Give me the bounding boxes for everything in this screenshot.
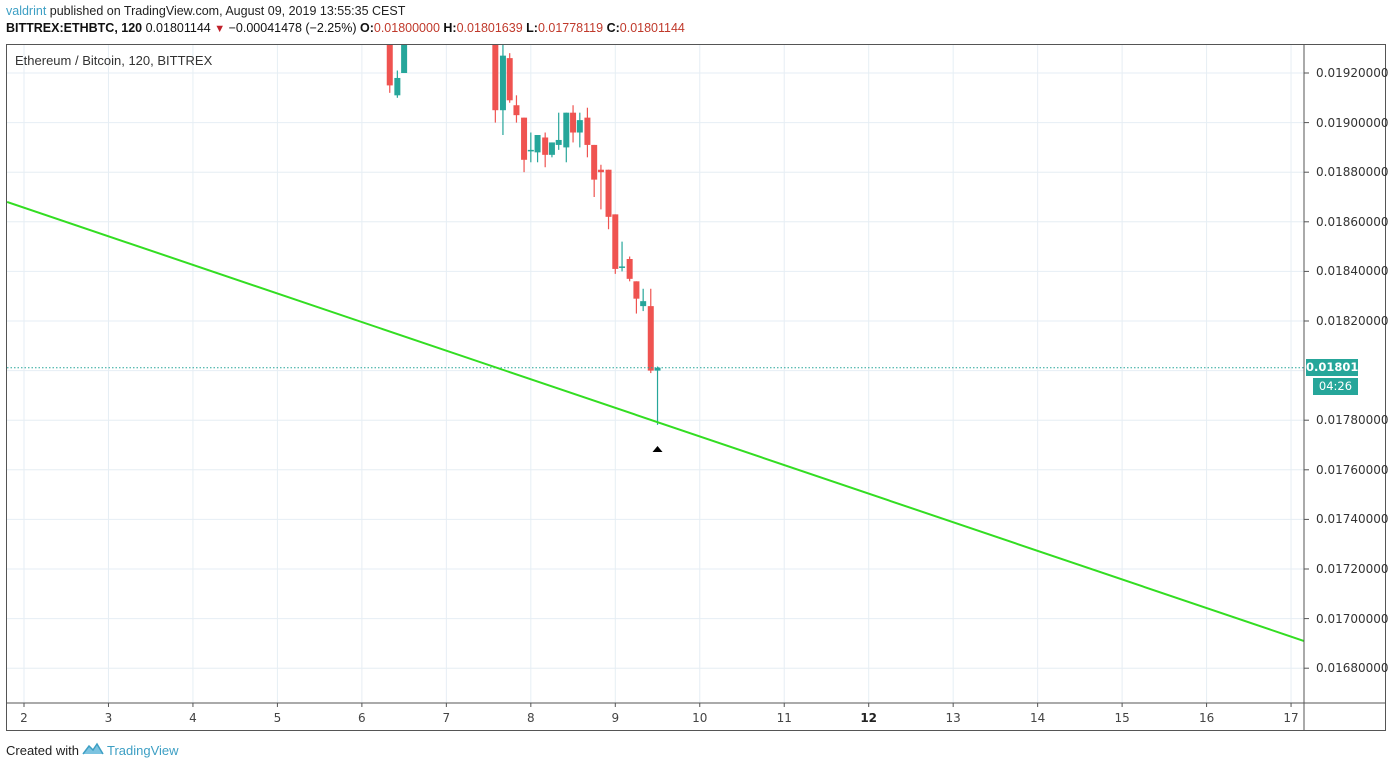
open-label: O: (359, 21, 374, 35)
candle-body (521, 117, 528, 160)
time-axis-label: 2 (20, 711, 28, 725)
publish-info: valdrint published on TradingView.com, A… (6, 4, 405, 18)
price-axis-label: 0.01760000 (1316, 462, 1389, 477)
candle-body (394, 77, 401, 96)
chart-frame[interactable] (6, 44, 1386, 731)
candle-body (591, 144, 598, 180)
price-axis-label: 0.01840000 (1316, 264, 1389, 279)
last-price: 0.01801144 (145, 21, 211, 35)
candle-body (597, 169, 604, 173)
candle-body (570, 112, 577, 133)
time-axis-label: 3 (104, 711, 113, 725)
last-price-tag: 0.01801144 (1306, 359, 1383, 376)
price-axis-label: 0.01680000 (1316, 661, 1389, 676)
time-axis-label: 11 (776, 711, 792, 725)
candle-body (499, 55, 506, 111)
low-value: 0.01778119 (537, 21, 604, 35)
footer: Created with TradingView (6, 742, 179, 758)
candle-body (605, 169, 612, 217)
price-axis-label: 0.01820000 (1316, 314, 1389, 328)
time-axis-label: 17 (1283, 711, 1299, 725)
candle-body (513, 105, 520, 116)
price-axis-label: 0.01720000 (1316, 562, 1389, 576)
time-axis-label: 4 (189, 711, 197, 725)
publish-text: published on TradingView.com, August 09,… (46, 4, 406, 18)
candle-body (576, 120, 583, 133)
symbol-label: BITTREX:ETHBTC, 120 (6, 21, 143, 35)
candle-body (401, 45, 408, 73)
time-axis-label: 13 (945, 711, 961, 725)
price-axis-label: 0.01860000 (1316, 214, 1389, 229)
created-with-text: Created with (6, 742, 79, 758)
candle-body (548, 142, 555, 155)
time-axis-label: 16 (1198, 711, 1215, 725)
time-axis-label: 9 (611, 711, 620, 725)
price-axis-label: 0.01780000 (1316, 413, 1389, 428)
time-axis-label: 6 (358, 711, 366, 725)
time-axis-label: 7 (442, 711, 451, 725)
trendline (7, 201, 1304, 642)
price-axis-label: 0.01900000 (1316, 115, 1389, 130)
time-axis-label: 5 (273, 711, 282, 725)
close-value: 0.01801144 (619, 21, 685, 35)
candle-body (619, 266, 626, 268)
candle-body (633, 281, 640, 299)
close-label: C: (606, 21, 620, 35)
time-axis-label: 14 (1029, 711, 1046, 725)
time-axis-label: 12 (860, 711, 878, 725)
quote-bar: BITTREX:ETHBTC, 120 0.01801144 ▼ −0.0004… (6, 21, 685, 35)
candle-body (640, 301, 647, 307)
candle-body (534, 135, 541, 153)
time-axis-label: 10 (692, 711, 708, 725)
open-value: 0.01800000 (373, 21, 440, 35)
tradingview-link[interactable]: TradingView (106, 742, 179, 758)
candle-body (563, 112, 570, 148)
high-label: H: (443, 21, 457, 35)
candle-body (542, 137, 549, 155)
chart-legend-title: Ethereum / Bitcoin, 120, BITTREX (15, 53, 213, 68)
candle-body (386, 45, 393, 86)
candle-body (584, 117, 591, 145)
tradingview-logo-icon[interactable] (82, 742, 104, 758)
bar-countdown-tag: 04:26 (1313, 378, 1358, 395)
price-change: −0.00041478 (−2.25%) (228, 21, 357, 35)
high-value: 0.01801639 (456, 21, 523, 35)
candle-body (555, 139, 562, 145)
candle-body (506, 58, 513, 101)
candle-body (612, 214, 619, 269)
candle-body (654, 367, 661, 371)
price-axis-label: 0.01920000 (1316, 66, 1389, 80)
price-axis-label: 0.01880000 (1316, 165, 1389, 180)
author-link[interactable]: valdrint (6, 4, 47, 18)
time-axis-label: 15 (1114, 711, 1130, 725)
low-label: L: (526, 21, 538, 35)
time-axis-label: 8 (526, 711, 535, 725)
down-arrow-icon: ▼ (214, 23, 226, 35)
price-axis-label: 0.01700000 (1316, 611, 1389, 626)
candle-body (527, 149, 534, 152)
price-axis-label: 0.01740000 (1316, 512, 1389, 527)
candle-body (492, 45, 499, 111)
up-arrow-marker-icon (652, 446, 663, 452)
candle-body (647, 306, 654, 371)
candle-body (626, 259, 633, 279)
